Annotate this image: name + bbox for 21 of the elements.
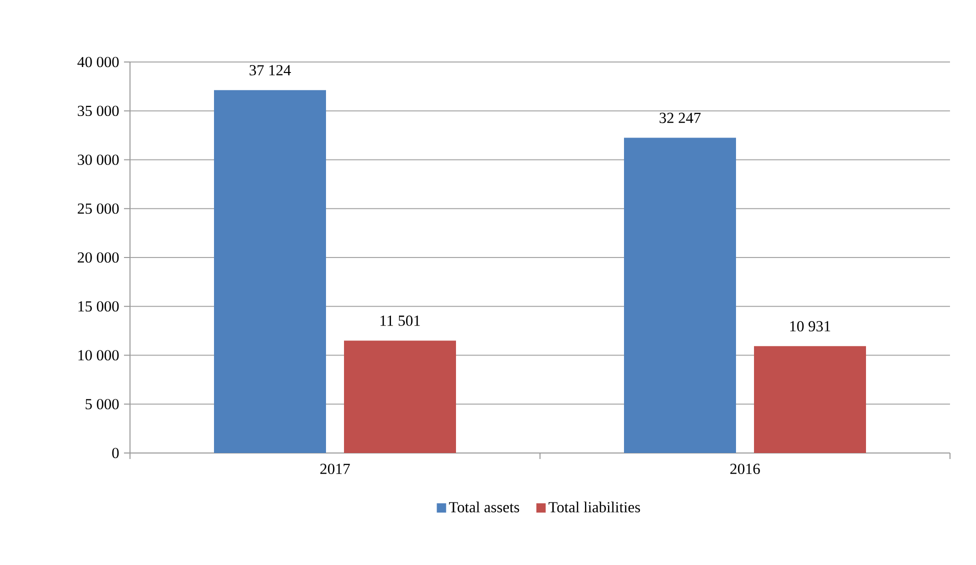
y-tick-label: 15 000 [78,301,119,312]
data-label: 32 247 [660,112,701,124]
bar [344,340,456,453]
y-tick-label: 10 000 [78,350,119,360]
y-tick-label: 0 [112,448,119,458]
x-tick-label: 2017 [320,464,350,474]
y-tick-label: 25 000 [78,203,119,214]
data-label: 10 931 [790,321,830,332]
bar [754,346,866,453]
legend-label: Total liabilities [548,502,640,512]
bar [214,90,326,453]
y-tick-label: 20 000 [78,252,119,263]
y-tick-label: 30 000 [78,154,119,165]
data-label: 11 501 [380,316,420,326]
bar [624,138,736,453]
data-label: 37 124 [250,65,291,76]
x-tick-label: 2016 [730,464,760,474]
y-tick-label: 40 000 [77,56,119,68]
legend-label: Total assets [449,502,520,512]
y-tick-label: 35 000 [78,106,119,116]
y-tick-label: 5 000 [86,398,119,410]
